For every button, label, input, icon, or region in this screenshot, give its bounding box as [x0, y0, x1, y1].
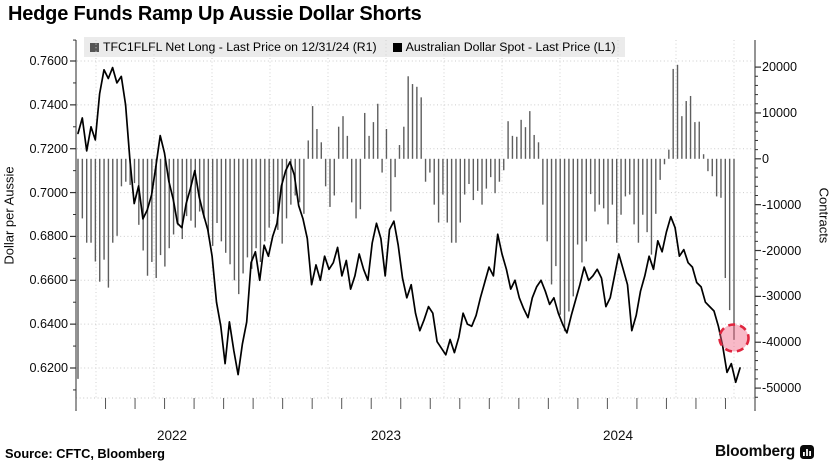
x-axis-year-label: 2024	[602, 428, 634, 443]
left-axis-tick-label: 0.7600	[29, 54, 68, 68]
left-axis-title: Dollar per Aussie	[1, 166, 17, 265]
right-axis-tick-label: 0	[762, 151, 770, 166]
right-axis-tick-label: -10000	[762, 197, 802, 212]
right-axis-tick-label: -50000	[762, 381, 802, 396]
right-axis-tick-label: -20000	[762, 243, 802, 258]
bloomberg-logo: Bloomberg	[715, 443, 814, 461]
legend-swatch-aud-spot-icon	[392, 42, 402, 52]
left-axis-tick-label: 0.6800	[29, 229, 68, 244]
legend: TFC1FLFL Net Long - Last Price on 12/31/…	[84, 37, 626, 57]
x-axis-year-label: 2022	[156, 428, 188, 443]
legend-swatch-net-long-icon	[90, 42, 99, 52]
left-axis-tick-label: 0.6400	[29, 317, 68, 332]
legend-item-aud-spot: Australian Dollar Spot - Last Price (L1)	[392, 40, 616, 54]
right-axis-title: Contracts	[816, 187, 832, 244]
legend-item-net-long: TFC1FLFL Net Long - Last Price on 12/31/…	[90, 40, 377, 54]
left-axis-tick-label: 0.7000	[29, 185, 68, 200]
left-axis-tick-label: 0.6600	[29, 273, 68, 288]
right-axis-tick-label: 20000	[762, 60, 798, 75]
left-axis-tick-label: 0.7200	[29, 141, 68, 156]
right-axis-tick-label: -30000	[762, 289, 802, 304]
source-attribution: Source: CFTC, Bloomberg	[5, 446, 165, 461]
legend-label-aud-spot: Australian Dollar Spot - Last Price (L1)	[405, 40, 616, 54]
chart-title: Hedge Funds Ramp Up Aussie Dollar Shorts	[8, 3, 422, 25]
right-axis-tick-label: 10000	[762, 105, 798, 120]
right-axis-tick-label: -40000	[762, 335, 802, 350]
left-axis-tick-label: 0.7400	[29, 97, 68, 112]
bloomberg-logo-text: Bloomberg	[714, 443, 795, 460]
bloomberg-terminal-icon	[800, 445, 814, 459]
left-axis-tick-label: 0.6200	[29, 361, 68, 375]
x-axis-year-label: 2023	[370, 428, 402, 443]
legend-label-net-long: TFC1FLFL Net Long - Last Price on 12/31/…	[103, 40, 377, 54]
